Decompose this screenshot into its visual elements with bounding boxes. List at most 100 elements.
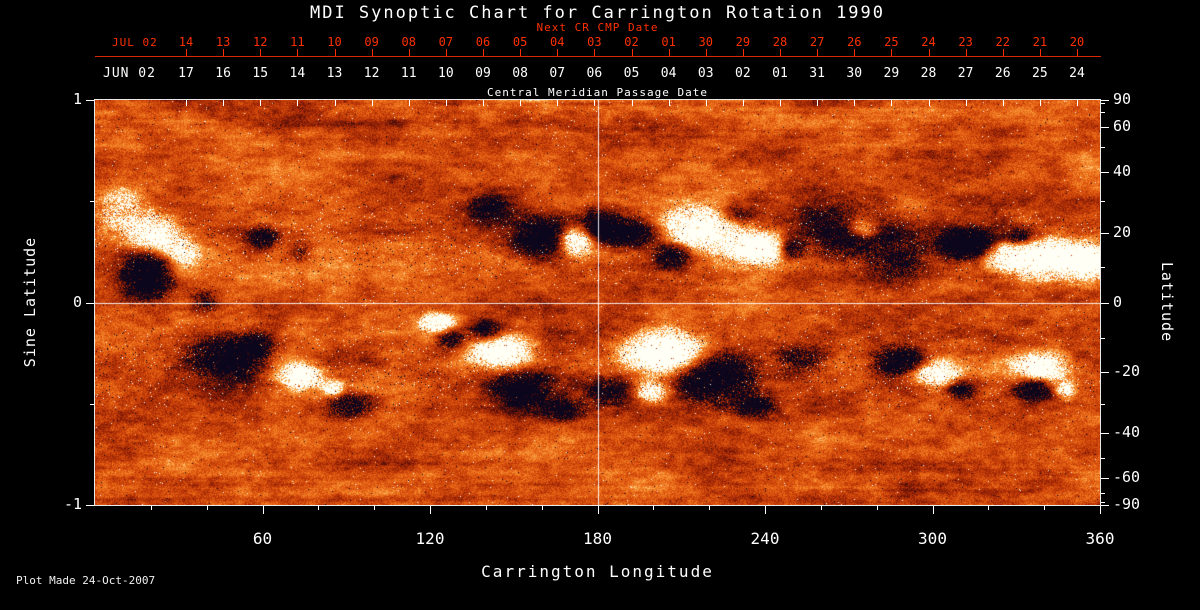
sine-latitude-major-tick (86, 100, 94, 101)
x-minor-tick (374, 506, 375, 510)
cmp-date-label: 13 (326, 66, 343, 81)
next-cr-month-label: JUL 02 (112, 36, 158, 49)
latitude-tick-label: 40 (1113, 162, 1132, 181)
next-cr-tick (1040, 49, 1041, 56)
latitude-minor-tick (1101, 458, 1105, 459)
next-cr-tick (186, 49, 187, 56)
latitude-minor-tick (1101, 201, 1105, 202)
next-cr-date-label: 23 (958, 35, 973, 49)
cmp-month-label: JUN 02 (103, 66, 156, 81)
next-cr-tick (335, 49, 336, 56)
latitude-tick-label: 20 (1113, 223, 1132, 242)
x-minor-tick (709, 506, 710, 510)
latitude-major-tick (1101, 127, 1109, 128)
x-major-tick (430, 506, 431, 514)
next-cr-date-label: 02 (624, 35, 639, 49)
latitude-minor-tick (1101, 493, 1105, 494)
latitude-tick-label: -40 (1113, 422, 1141, 441)
x-major-tick (263, 506, 264, 514)
latitude-major-tick (1101, 433, 1109, 434)
cmp-date-label: 03 (697, 66, 714, 81)
plot-made-note: Plot Made 24-Oct-2007 (16, 574, 156, 587)
cmp-date-label: 14 (289, 66, 306, 81)
cmp-date-label: 10 (438, 66, 454, 81)
x-tick-label: 240 (750, 529, 780, 548)
next-cr-axis-line (95, 56, 1101, 57)
latitude-major-tick (1101, 505, 1109, 506)
right-axis-title: Latitude (1158, 261, 1176, 343)
cmp-date-label: 09 (475, 66, 491, 81)
sine-latitude-major-tick (86, 303, 94, 304)
next-cr-date-label: 12 (253, 35, 268, 49)
next-cr-tick (854, 49, 855, 56)
cmp-date-label: 15 (252, 66, 269, 81)
next-cr-tick (594, 49, 595, 56)
latitude-minor-tick (1101, 267, 1105, 268)
cmp-date-label: 16 (215, 66, 231, 81)
x-minor-tick (207, 506, 208, 510)
x-major-tick (1100, 506, 1101, 514)
x-tick-label: 120 (415, 529, 445, 548)
next-cr-date-label: 10 (327, 35, 342, 49)
latitude-major-tick (1101, 372, 1109, 373)
magnetogram-image (95, 100, 1100, 505)
latitude-major-tick (1101, 233, 1109, 234)
next-cr-tick (669, 49, 670, 56)
next-cr-date-label: 07 (438, 35, 454, 49)
cmp-date-label: 11 (400, 66, 417, 81)
cmp-date-label: 29 (883, 66, 900, 81)
next-cr-date-label: 26 (847, 35, 862, 49)
sine-latitude-tick-label: -1 (63, 495, 82, 513)
next-cr-date-label: 08 (401, 35, 416, 49)
next-cr-tick (557, 49, 558, 56)
next-cr-date-label: 20 (1069, 35, 1085, 49)
x-minor-tick (988, 506, 989, 510)
cmp-date-label: 08 (512, 66, 528, 81)
next-cr-date-label: 13 (215, 35, 231, 49)
next-cr-date-label: 06 (475, 35, 491, 49)
next-cr-tick (483, 49, 484, 56)
latitude-minor-tick (1101, 103, 1105, 104)
next-cr-date-label: 09 (364, 35, 379, 49)
x-minor-tick (151, 506, 152, 510)
chart-title: MDI Synoptic Chart for Carrington Rotati… (309, 3, 886, 23)
next-cr-date-label: 03 (587, 35, 602, 49)
x-minor-tick (318, 506, 319, 510)
x-major-tick (765, 506, 766, 514)
latitude-major-tick (1101, 478, 1109, 479)
x-major-tick (933, 506, 934, 514)
cmp-date-label: 27 (957, 66, 974, 81)
next-cr-date-label: 25 (884, 35, 899, 49)
next-cr-date-label: 30 (698, 35, 713, 49)
next-cr-date-label: 04 (550, 35, 565, 49)
cmp-date-label: 26 (994, 66, 1011, 81)
cmp-date-label: 07 (549, 66, 566, 81)
next-cr-date-label: 01 (661, 35, 676, 49)
next-cr-axis-title: Next CR CMP Date (536, 21, 659, 34)
magnetogram-plot-area (94, 99, 1101, 506)
cmp-date-label: 01 (772, 66, 788, 81)
next-cr-tick (223, 49, 224, 56)
next-cr-tick (743, 49, 744, 56)
latitude-tick-label: 60 (1113, 117, 1132, 136)
sine-latitude-tick-label: 1 (72, 90, 82, 108)
x-minor-tick (542, 506, 543, 510)
x-major-tick (598, 506, 599, 514)
cmp-date-label: 31 (809, 66, 825, 81)
next-cr-date-label: 11 (290, 35, 305, 49)
next-cr-tick (409, 49, 410, 56)
next-cr-tick (780, 49, 781, 56)
latitude-minor-tick (1101, 404, 1105, 405)
latitude-tick-label: 90 (1113, 90, 1132, 108)
next-cr-tick (372, 49, 373, 56)
x-tick-label: 300 (918, 529, 947, 548)
cmp-date-label: 04 (660, 66, 677, 81)
cmp-date-label: 24 (1069, 66, 1085, 81)
next-cr-tick (706, 49, 707, 56)
latitude-tick-label: -60 (1113, 467, 1141, 486)
x-minor-tick (486, 506, 487, 510)
next-cr-tick (446, 49, 447, 56)
next-cr-date-label: 22 (995, 35, 1010, 49)
next-cr-date-label: 24 (921, 35, 936, 49)
